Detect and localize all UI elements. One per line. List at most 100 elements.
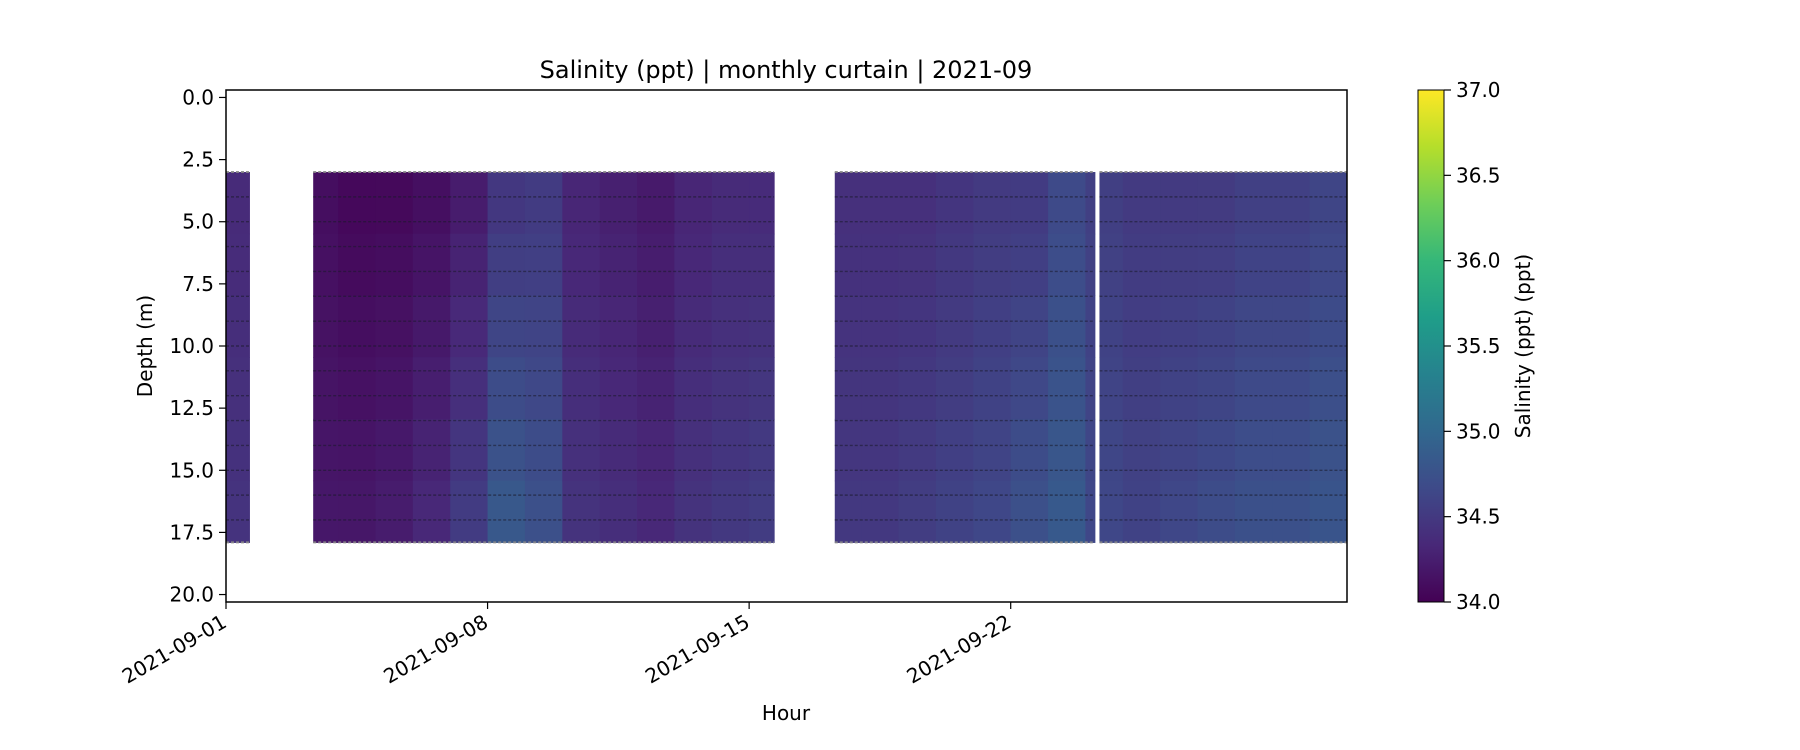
heatmap-cell: [834, 357, 862, 420]
heatmap-cell: [861, 172, 900, 235]
y-tick-label: 5.0: [182, 210, 214, 234]
heatmap-cell: [524, 418, 563, 482]
heatmap-cell: [338, 357, 377, 420]
heatmap-cell: [1010, 357, 1049, 420]
x-tick-label: 2021-09-01: [118, 610, 231, 689]
heatmap-cell: [412, 172, 451, 235]
heatmap-cell: [450, 480, 489, 543]
heatmap-cell: [599, 233, 638, 297]
colorbar-label: Salinity (ppt) (ppt): [1511, 254, 1535, 438]
heatmap-cell: [861, 418, 900, 482]
x-axis-label: Hour: [762, 701, 811, 725]
heatmap-cell: [226, 357, 250, 420]
heatmap-cell: [935, 295, 974, 358]
heatmap-cell: [1197, 480, 1236, 543]
heatmap-cell: [524, 295, 563, 358]
heatmap-cell: [1099, 172, 1124, 235]
heatmap-cell: [861, 357, 900, 420]
heatmap-cell: [524, 357, 563, 420]
heatmap-cell: [1160, 418, 1199, 482]
heatmap-cell: [1048, 480, 1087, 543]
heatmap-cell: [898, 172, 937, 235]
heatmap-cell: [524, 233, 563, 297]
heatmap-cell: [1048, 357, 1087, 420]
heatmap-cell: [313, 295, 339, 358]
heatmap-cell: [973, 295, 1012, 358]
heatmap-cell: [412, 233, 451, 297]
chart-title: Salinity (ppt) | monthly curtain | 2021-…: [540, 56, 1033, 84]
y-tick-label: 15.0: [169, 458, 214, 482]
heatmap-cell: [1085, 480, 1096, 543]
heatmap-cell: [1234, 418, 1273, 482]
heatmap-cell: [935, 172, 974, 235]
heatmap-cell: [834, 480, 862, 543]
heatmap-cell: [935, 357, 974, 420]
heatmap-cell: [562, 295, 601, 358]
heatmap-cell: [861, 295, 900, 358]
heatmap-cell: [1122, 233, 1161, 297]
heatmap-cell: [1272, 172, 1311, 235]
heatmap-cell: [1197, 295, 1236, 358]
heatmap-cell: [861, 480, 900, 543]
heatmap-cell: [562, 233, 601, 297]
colorbar-tick-label: 36.0: [1456, 249, 1501, 273]
heatmap-cell: [1122, 172, 1161, 235]
heatmap-cell: [313, 480, 339, 543]
heatmap-cell: [487, 480, 526, 543]
heatmap-cell: [562, 172, 601, 235]
heatmap-cell: [487, 357, 526, 420]
heatmap-cell: [375, 295, 414, 358]
heatmap-cell: [834, 172, 862, 235]
heatmap-cell: [412, 418, 451, 482]
y-tick-label: 2.5: [182, 148, 214, 172]
heatmap-cell: [935, 480, 974, 543]
heatmap-cell: [487, 295, 526, 358]
colorbar-tick-label: 35.0: [1456, 419, 1501, 443]
heatmap-cell: [487, 233, 526, 297]
heatmap-cell: [637, 418, 675, 482]
heatmap-cell: [412, 295, 451, 358]
heatmap-cell: [834, 418, 862, 482]
heatmap-cell: [674, 480, 713, 543]
heatmap-cell: [1085, 295, 1096, 358]
heatmap-cell: [375, 418, 414, 482]
heatmap-cell: [1122, 357, 1161, 420]
y-tick-label: 12.5: [169, 396, 214, 420]
heatmap-cell: [973, 233, 1012, 297]
heatmap-cell: [1234, 357, 1273, 420]
x-tick-label: 2021-09-15: [641, 610, 754, 689]
y-tick-label: 10.0: [169, 334, 214, 358]
heatmap-cell: [599, 295, 638, 358]
heatmap-cell: [674, 295, 713, 358]
heatmap-cell: [226, 233, 250, 297]
heatmap-cell: [1309, 418, 1347, 482]
heatmap-cell: [1010, 233, 1049, 297]
heatmap-cell: [1197, 172, 1236, 235]
heatmap-cell: [898, 295, 937, 358]
heatmap-cell: [338, 295, 377, 358]
heatmap-cell: [450, 418, 489, 482]
heatmap-cell: [1099, 357, 1124, 420]
heatmap-cell: [973, 480, 1012, 543]
heatmap-cell: [1160, 233, 1199, 297]
heatmap-cell: [599, 480, 638, 543]
heatmap-cell: [674, 172, 713, 235]
heatmap-cell: [637, 295, 675, 358]
heatmap-cell: [1234, 295, 1273, 358]
heatmap-cell: [749, 295, 775, 358]
heatmap-cell: [226, 480, 250, 543]
heatmap-cell: [1234, 480, 1273, 543]
y-tick-label: 20.0: [169, 583, 214, 607]
heatmap-cell: [1160, 295, 1199, 358]
heatmap-cell: [637, 233, 675, 297]
heatmap-cell: [599, 357, 638, 420]
heatmap-cell: [637, 357, 675, 420]
heatmap-cell: [313, 357, 339, 420]
plot-area: [226, 171, 1347, 544]
heatmap-cell: [1048, 233, 1087, 297]
heatmap-cell: [450, 172, 489, 235]
heatmap-cell: [524, 172, 563, 235]
colorbar-tick-label: 34.0: [1456, 590, 1501, 614]
heatmap-cell: [1099, 233, 1124, 297]
